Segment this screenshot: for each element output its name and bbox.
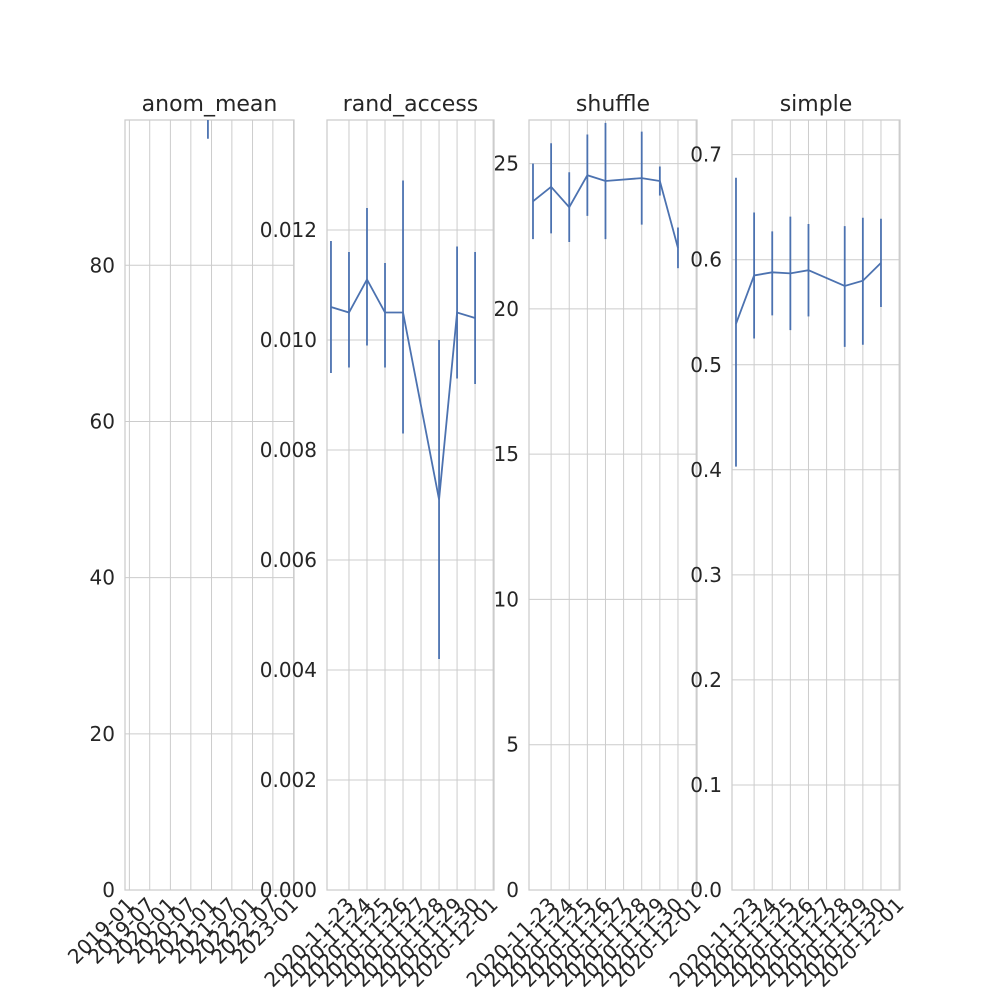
subplot-rand-access: rand_access — [343, 92, 479, 117]
y-tick-label: 0.0 — [690, 878, 722, 902]
y-tick-label: 0.000 — [260, 878, 317, 902]
y-tick-label: 15 — [494, 442, 519, 466]
y-tick-label: 40 — [90, 566, 115, 590]
series-line — [532, 174, 679, 249]
y-tick-label: 0.002 — [260, 768, 317, 792]
y-tick-label: 0.6 — [690, 248, 722, 272]
subplot-body-rand-access: 0.0000.0020.0040.0060.0080.0100.0122020-… — [259, 119, 503, 992]
subplot-title: rand_access — [343, 92, 479, 117]
y-tick-label: 0.012 — [260, 218, 317, 242]
y-tick-label: 0.1 — [690, 773, 722, 797]
axes-frame — [528, 119, 698, 891]
y-tick-label: 0 — [102, 878, 115, 902]
axes-frame — [731, 119, 901, 891]
subplot-anom-mean: anom_mean — [142, 92, 278, 117]
y-tick-label: 0.006 — [260, 548, 317, 572]
y-tick-label: 0.3 — [690, 563, 722, 587]
y-tick-label: 20 — [90, 722, 115, 746]
subplot-simple: simple — [780, 92, 853, 117]
subplot-shuffle: shuffle — [576, 92, 650, 117]
series-line — [330, 277, 476, 500]
series-line — [735, 262, 882, 325]
axes-frame — [326, 119, 495, 891]
series-marks — [532, 122, 679, 269]
y-tick-label: 20 — [494, 297, 519, 321]
y-tick-label: 0.010 — [260, 328, 317, 352]
y-tick-label: 0 — [506, 878, 519, 902]
y-tick-label: 0.5 — [690, 353, 722, 377]
subplot-title: simple — [780, 92, 853, 117]
y-tick-label: 80 — [90, 253, 115, 277]
y-tick-label: 0.7 — [690, 143, 722, 167]
axes-frame — [124, 119, 295, 891]
y-tick-label: 0.008 — [260, 438, 317, 462]
y-tick-label: 25 — [494, 152, 519, 176]
y-tick-label: 5 — [506, 733, 519, 757]
series-marks — [330, 180, 476, 659]
subplot-title: shuffle — [576, 92, 650, 117]
y-tick-label: 0.4 — [690, 458, 722, 482]
subplot-body-anom-mean: 0204060802019-012019-072020-012020-07202… — [63, 119, 303, 969]
y-tick-label: 10 — [494, 587, 519, 611]
y-tick-label: 0.004 — [260, 658, 317, 682]
y-tick-label: 60 — [90, 409, 115, 433]
series-marks — [735, 177, 882, 467]
subplot-title: anom_mean — [142, 92, 278, 117]
y-tick-label: 0.2 — [690, 668, 722, 692]
